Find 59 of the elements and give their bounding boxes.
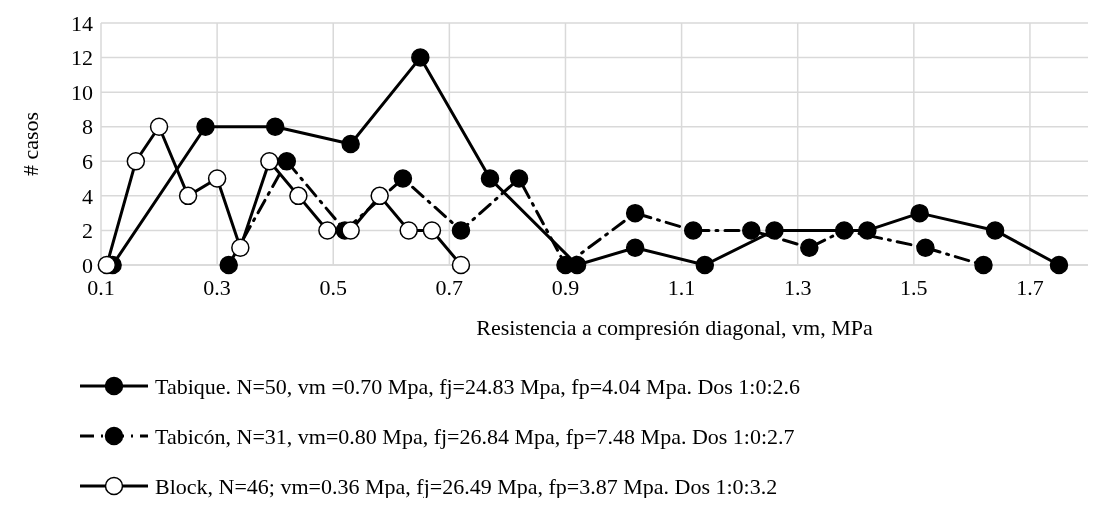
point: [126, 152, 146, 171]
legend-label: Tabicón, N=31, vm=0.80 Mpa, fj=26.84 Mpa, fp=7.48 Mpa. Dos 1:0:2.7: [155, 423, 795, 449]
point: [265, 117, 285, 136]
point: [277, 152, 297, 171]
x-tick-label: 1.5: [900, 275, 928, 300]
point: [196, 117, 215, 136]
legend-label: Tabique. N=50, vm =0.70 Mpa, fj=24.83 Mpa, fp=4.04 Mpa. Dos 1:0:2.6: [155, 373, 801, 399]
point: [509, 169, 529, 188]
y-tick-label: 12: [71, 45, 93, 71]
point: [985, 221, 1005, 240]
point: [341, 221, 360, 240]
point: [683, 221, 703, 240]
point: [625, 238, 645, 257]
y-tick-label: 4: [82, 183, 93, 209]
point: [219, 255, 238, 275]
x-axis-title: Resistencia a compresión diagonal, vm, MPa: [476, 315, 873, 340]
point: [834, 221, 854, 240]
y-axis-title: # casos: [18, 111, 43, 177]
point: [231, 238, 250, 257]
y-tick-label: 0: [82, 252, 93, 278]
point: [974, 255, 993, 275]
point: [451, 221, 471, 240]
point: [910, 203, 929, 223]
point: [393, 169, 413, 188]
point: [207, 169, 227, 188]
point: [289, 186, 308, 206]
x-tick-label: 1.3: [783, 275, 812, 300]
legend-label: Block, N=46; vm=0.36 Mpa, fj=26.49 Mpa, fp=3.87 Mpa. Dos 1:0:3.2: [155, 473, 778, 499]
point: [800, 238, 819, 257]
point: [742, 221, 761, 240]
x-tick-label: 0.9: [551, 275, 580, 300]
y-tick-label: 10: [71, 79, 93, 105]
x-tick-label: 0.1: [87, 275, 115, 300]
x-tick-label: 0.7: [435, 275, 464, 300]
y-tick-label: 8: [82, 114, 93, 140]
point: [399, 221, 418, 240]
point: [765, 221, 784, 240]
point: [916, 238, 935, 257]
point: [451, 255, 471, 275]
point: [260, 152, 279, 171]
point: [341, 134, 360, 154]
point: [149, 117, 169, 136]
point: [411, 48, 430, 67]
point: [625, 203, 645, 223]
point: [178, 186, 198, 206]
y-tick-label: 14: [71, 10, 93, 36]
y-tick-label: 2: [82, 218, 93, 244]
x-tick-label: 0.5: [319, 275, 347, 300]
point: [1049, 255, 1069, 275]
x-tick-label: 0.3: [203, 275, 231, 300]
x-tick-label: 1.1: [667, 275, 696, 300]
x-tick-label: 1.7: [1016, 275, 1044, 300]
point: [370, 186, 389, 206]
point: [695, 255, 715, 275]
point: [480, 169, 500, 188]
y-tick-label: 6: [82, 148, 93, 174]
point: [97, 255, 117, 275]
point: [422, 221, 442, 240]
point: [318, 221, 337, 240]
